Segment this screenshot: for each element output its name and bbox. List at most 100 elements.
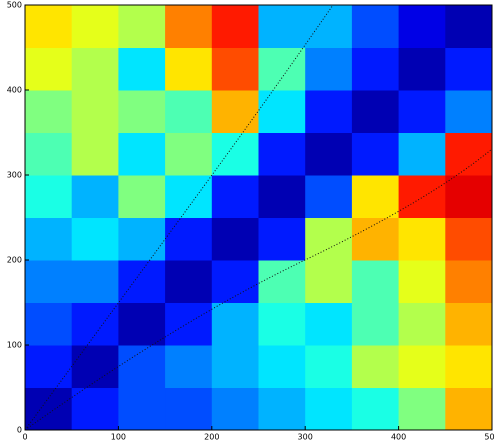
heatmap-cell xyxy=(165,132,213,176)
heatmap-cell xyxy=(118,217,166,261)
heatmap-cell xyxy=(398,90,446,133)
heatmap-cell xyxy=(398,132,446,176)
heatmap-cell xyxy=(71,387,119,431)
heatmap-cell xyxy=(351,217,400,261)
heatmap-cell xyxy=(258,302,306,346)
y-tick-label: 500 xyxy=(7,1,22,10)
heatmap-cell xyxy=(118,90,166,133)
heatmap-cell xyxy=(25,132,73,176)
heatmap-cell xyxy=(25,387,73,431)
heatmap-cell xyxy=(351,132,400,176)
heatmap-cell xyxy=(211,217,259,261)
heatmap-cell xyxy=(305,260,353,303)
heatmap-cell xyxy=(118,260,166,303)
heatmap-cell xyxy=(118,345,166,388)
x-tick-label: 400 xyxy=(391,433,406,442)
y-tick-label: 300 xyxy=(7,171,22,180)
heatmap-cell xyxy=(258,345,306,388)
heatmap-cell xyxy=(165,345,213,388)
heatmap-cell xyxy=(211,132,259,176)
heatmap-cell xyxy=(398,5,446,48)
heatmap xyxy=(25,5,493,431)
heatmap-cell xyxy=(211,175,259,218)
heatmap-cell xyxy=(351,175,400,218)
heatmap-cell xyxy=(71,175,119,218)
heatmap-cell xyxy=(25,345,73,388)
heatmap-cell xyxy=(25,217,73,261)
heatmap-cell xyxy=(445,132,493,176)
heatmap-cell xyxy=(351,5,400,48)
y-tick-label: 200 xyxy=(7,256,22,265)
guide-curve xyxy=(24,148,493,431)
plot-frame xyxy=(24,4,493,431)
heatmap-cell xyxy=(71,217,119,261)
heatmap-cell xyxy=(25,175,73,218)
heatmap-cell xyxy=(398,302,446,346)
heatmap-cell xyxy=(398,345,446,388)
heatmap-cell xyxy=(211,302,259,346)
heatmap-cell xyxy=(165,90,213,133)
heatmap-cell xyxy=(351,387,400,431)
heatmap-cell xyxy=(445,345,493,388)
heatmap-cell xyxy=(305,345,353,388)
heatmap-cell xyxy=(211,387,259,431)
heatmap-cell xyxy=(25,47,73,91)
heatmap-cell xyxy=(165,302,213,346)
heatmap-cell xyxy=(398,387,446,431)
heatmap-cell xyxy=(351,302,400,346)
heatmap-cell xyxy=(445,90,493,133)
heatmap-cell xyxy=(398,47,446,91)
heatmap-cell xyxy=(25,302,73,346)
heatmap-cell xyxy=(305,175,353,218)
heatmap-cell xyxy=(258,47,306,91)
heatmap-cell xyxy=(71,5,119,48)
heatmap-cell xyxy=(25,260,73,303)
heatmap-cell xyxy=(305,90,353,133)
heatmap-cell xyxy=(25,5,73,48)
guide-curve xyxy=(24,4,334,431)
heatmap-cell xyxy=(305,387,353,431)
heatmap-cell xyxy=(258,5,306,48)
heatmap-cell xyxy=(351,345,400,388)
heatmap-cell xyxy=(71,90,119,133)
heatmap-cell xyxy=(71,260,119,303)
heatmap-cell xyxy=(211,90,259,133)
heatmap-cell xyxy=(118,387,166,431)
heatmap-cell xyxy=(258,260,306,303)
heatmap-cell xyxy=(165,47,213,91)
heatmap-cell xyxy=(165,217,213,261)
heatmap-cell xyxy=(445,217,493,261)
heatmap-cell xyxy=(445,5,493,48)
heatmap-cell xyxy=(398,175,446,218)
heatmap-cell xyxy=(305,5,353,48)
heatmap-cell xyxy=(445,302,493,346)
heatmap-cell xyxy=(305,47,353,91)
heatmap-cell xyxy=(165,387,213,431)
heatmap-cell xyxy=(258,90,306,133)
heatmap-cell xyxy=(398,217,446,261)
heatmap-cell xyxy=(211,345,259,388)
x-tick-label: 300 xyxy=(298,433,313,442)
heatmap-cell xyxy=(258,175,306,218)
heatmap-cell xyxy=(118,175,166,218)
y-tick-label: 100 xyxy=(7,341,22,350)
heatmap-cell xyxy=(118,5,166,48)
heatmap-cell xyxy=(445,175,493,218)
x-tick-label: 0 xyxy=(22,433,27,442)
heatmap-cell xyxy=(445,387,493,431)
heatmap-cell xyxy=(211,47,259,91)
heatmap-cell xyxy=(71,302,119,346)
heatmap-cell xyxy=(305,132,353,176)
heatmap-cell xyxy=(165,260,213,303)
heatmap-cell xyxy=(305,217,353,261)
heatmap-cell xyxy=(445,260,493,303)
heatmap-cell xyxy=(351,90,400,133)
x-tick-label: 200 xyxy=(204,433,219,442)
heatmap-cell xyxy=(351,260,400,303)
heatmap-cell xyxy=(71,132,119,176)
heatmap-cell xyxy=(211,5,259,48)
heatmap-cell xyxy=(71,345,119,388)
y-tick-label: 0 xyxy=(17,426,22,435)
heatmap-cell xyxy=(118,302,166,346)
